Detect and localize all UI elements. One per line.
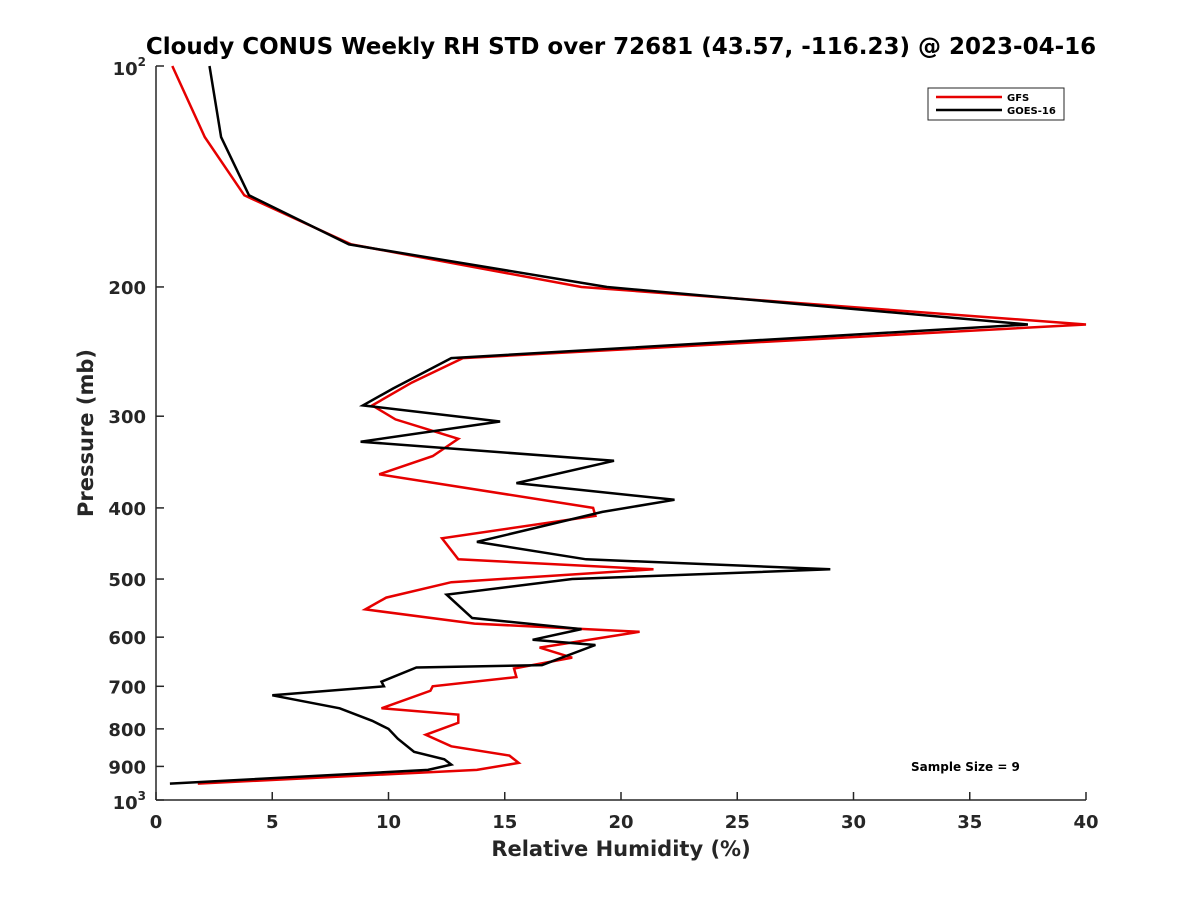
legend: GFS GOES-16 <box>927 87 1065 121</box>
legend-box <box>927 87 1065 121</box>
y-tick-label: 300 <box>108 407 146 428</box>
y-axis-label: Pressure (mb) <box>74 349 98 517</box>
legend-label-goes16: GOES-16 <box>1007 106 1056 117</box>
y-ticks: 102 200 300 400 500 600 700 800 900 103 <box>108 55 164 814</box>
series-line-gfs <box>171 65 1087 785</box>
chart-title: Cloudy CONUS Weekly RH STD over 72681 (4… <box>146 34 1096 60</box>
y-tick-label: 900 <box>108 757 146 778</box>
legend-label-gfs: GFS <box>1007 93 1029 104</box>
series-lines <box>169 65 1087 785</box>
y-tick-label: 500 <box>108 570 146 591</box>
plot-area <box>156 66 1086 800</box>
y-tick-label: 600 <box>108 628 146 649</box>
y-tick-label: 102 <box>113 55 146 80</box>
x-axis-label: Relative Humidity (%) <box>491 837 750 861</box>
x-tick-label: 5 <box>266 812 279 833</box>
y-tick-label: 103 <box>113 789 146 814</box>
x-tick-label: 20 <box>608 812 633 833</box>
x-tick-label: 35 <box>957 812 982 833</box>
series-line-goes16 <box>169 65 1029 785</box>
x-tick-label: 25 <box>725 812 750 833</box>
x-tick-label: 30 <box>841 812 866 833</box>
x-ticks: 0 5 10 15 20 25 30 35 40 <box>150 792 1099 833</box>
sample-size-annotation: Sample Size = 9 <box>911 760 1020 774</box>
x-tick-label: 40 <box>1073 812 1098 833</box>
x-tick-label: 10 <box>376 812 401 833</box>
x-tick-label: 0 <box>150 812 163 833</box>
y-tick-label: 200 <box>108 278 146 299</box>
x-tick-label: 15 <box>492 812 517 833</box>
y-tick-label: 400 <box>108 499 146 520</box>
y-tick-label: 800 <box>108 720 146 741</box>
y-tick-label: 700 <box>108 677 146 698</box>
